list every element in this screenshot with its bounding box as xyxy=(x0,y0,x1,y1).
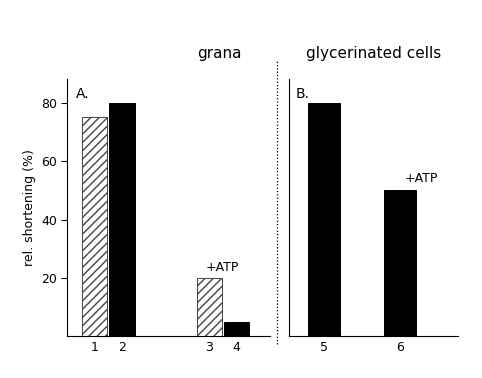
Bar xyxy=(308,103,340,336)
Bar xyxy=(109,103,134,336)
Bar xyxy=(384,191,416,336)
Text: +ATP: +ATP xyxy=(404,172,438,184)
Text: glycerinated cells: glycerinated cells xyxy=(306,46,441,61)
Bar xyxy=(82,117,107,336)
Text: B.: B. xyxy=(296,87,310,101)
Bar xyxy=(197,278,222,336)
Text: +ATP: +ATP xyxy=(206,260,240,274)
Y-axis label: rel. shortening (%): rel. shortening (%) xyxy=(23,149,36,266)
Bar xyxy=(224,322,249,336)
Text: grana: grana xyxy=(197,46,241,61)
Text: A.: A. xyxy=(76,87,89,101)
